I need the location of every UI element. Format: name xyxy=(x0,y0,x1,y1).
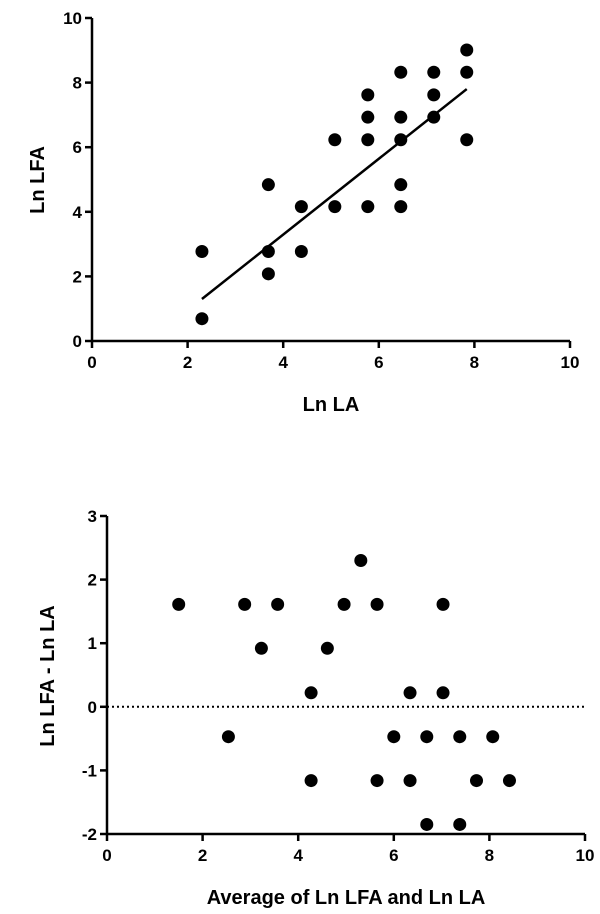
data-point xyxy=(403,774,417,788)
bland-altman-chart: 0 2 4 6 8 10 -2 -1 0 1 2 3 Average of Ln LFA and Ln… xyxy=(37,507,594,909)
x-tick-label: 0 xyxy=(102,846,111,865)
x-tick-label: 8 xyxy=(485,846,494,865)
x-axis-title-bottom: Average of Ln LFA and Ln LA xyxy=(207,887,486,909)
data-point xyxy=(238,597,252,611)
data-point xyxy=(420,730,434,744)
data-point xyxy=(427,88,441,102)
y-tick-label: -2 xyxy=(82,825,97,844)
data-point xyxy=(304,686,318,700)
y-axis-title-bottom: Ln LFA - Ln LA xyxy=(37,605,59,746)
x-tick-label: 6 xyxy=(389,846,398,865)
data-point xyxy=(221,730,235,744)
y-tick-label: 4 xyxy=(73,203,83,222)
data-point xyxy=(436,597,450,611)
data-point xyxy=(294,200,308,214)
x-tick-label: 4 xyxy=(293,846,303,865)
correlation-scatter-chart: 0 2 4 6 8 10 0 2 4 6 8 10 Ln LA Ln LFA xyxy=(27,9,579,416)
data-point xyxy=(502,774,516,788)
regression-line xyxy=(201,88,468,300)
data-point xyxy=(195,245,209,259)
data-point xyxy=(361,110,375,124)
data-point xyxy=(172,597,186,611)
x-tick-label: 10 xyxy=(561,353,580,372)
data-point xyxy=(328,200,342,214)
y-tick-label: 1 xyxy=(88,634,97,653)
data-point xyxy=(304,774,318,788)
data-point xyxy=(337,597,351,611)
x-tick-label: 0 xyxy=(87,353,96,372)
y-axis-title: Ln LFA xyxy=(27,146,49,214)
data-point xyxy=(394,110,408,124)
data-point xyxy=(427,65,441,79)
y-tick-label: 0 xyxy=(73,332,82,351)
data-point xyxy=(328,133,342,147)
data-point xyxy=(261,267,275,281)
x-tick-label: 4 xyxy=(278,353,288,372)
y-tick-label: 8 xyxy=(73,74,82,93)
data-point xyxy=(394,200,408,214)
data-point xyxy=(195,312,209,326)
data-point xyxy=(394,178,408,192)
data-point xyxy=(320,641,334,655)
data-point xyxy=(361,133,375,147)
x-axis-title: Ln LA xyxy=(303,394,360,416)
data-point xyxy=(254,641,268,655)
y-tick-label: 2 xyxy=(73,267,82,286)
data-point xyxy=(486,730,500,744)
data-point xyxy=(294,245,308,259)
data-point xyxy=(361,200,375,214)
x-tick-label: 10 xyxy=(576,846,595,865)
x-tick-label: 8 xyxy=(470,353,479,372)
data-point xyxy=(271,597,285,611)
y-tick-label: 2 xyxy=(88,571,97,590)
y-tick-label: 0 xyxy=(88,698,97,717)
y-tick-label: 3 xyxy=(88,507,97,526)
y-tick-label: 10 xyxy=(63,9,82,28)
y-tick-label: -1 xyxy=(82,761,97,780)
data-point xyxy=(453,817,467,831)
x-tick-label: 6 xyxy=(374,353,383,372)
data-point xyxy=(387,730,401,744)
data-point xyxy=(361,88,375,102)
x-tick-label: 2 xyxy=(198,846,207,865)
y-tick-label: 6 xyxy=(73,138,82,157)
x-tick-label: 2 xyxy=(183,353,192,372)
data-point xyxy=(394,65,408,79)
data-point xyxy=(460,65,474,79)
data-point xyxy=(460,43,474,57)
data-point xyxy=(370,774,384,788)
data-point xyxy=(370,597,384,611)
data-point xyxy=(469,774,483,788)
data-point xyxy=(460,133,474,147)
data-point xyxy=(420,817,434,831)
data-point xyxy=(436,686,450,700)
data-point xyxy=(261,178,275,192)
data-point xyxy=(403,686,417,700)
data-point xyxy=(453,730,467,744)
data-point xyxy=(354,554,368,568)
